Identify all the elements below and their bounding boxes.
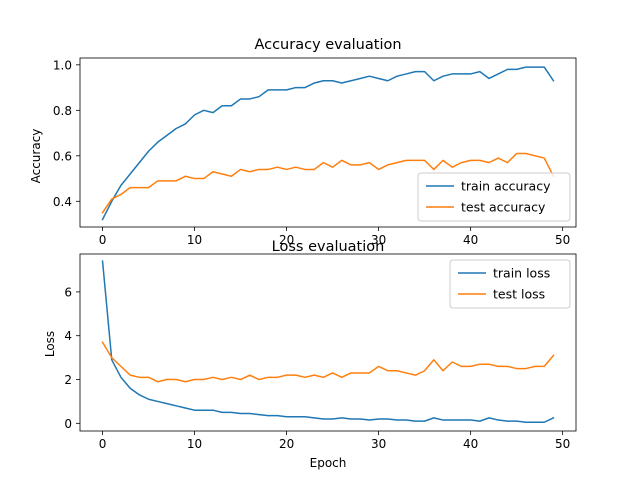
accuracy-xtick-label: 30 [371, 233, 386, 247]
loss-xtick-label: 50 [555, 437, 570, 451]
accuracy-ytick-label: 0.8 [53, 104, 72, 118]
accuracy-ytick-label: 0.6 [53, 149, 72, 163]
series-line-test-loss [101, 341, 555, 383]
loss-xtick-label: 10 [187, 437, 202, 451]
series-line-test-accuracy [101, 152, 555, 214]
loss-xlabel: Epoch [310, 456, 347, 470]
series-line-train-accuracy [101, 66, 555, 221]
accuracy-title: Accuracy evaluation [254, 37, 401, 53]
accuracy-ylabel: Accuracy [29, 129, 43, 184]
accuracy-legend-box [417, 172, 571, 222]
loss-xtick-label: 30 [371, 437, 386, 451]
loss-ytick-label: 6 [64, 285, 72, 299]
accuracy-ytick-label: 0.4 [53, 195, 72, 209]
accuracy-ytick-label: 1.0 [53, 58, 72, 72]
loss-ylabel: Loss [43, 331, 57, 357]
loss-xtick-label: 20 [279, 437, 294, 451]
series-line-train-loss [101, 260, 555, 423]
loss-xtick-label: 0 [99, 437, 107, 451]
legend-label-train-loss: train loss [493, 266, 550, 281]
accuracy-axes-frame [79, 57, 577, 228]
legend-label-train-accuracy: train accuracy [461, 179, 551, 194]
accuracy-series-layer [101, 66, 555, 221]
loss-ytick-label: 4 [64, 329, 72, 343]
loss-axes-frame [79, 253, 577, 432]
loss-plot: Loss evaluation Loss Epoch 0 10 20 30 40 50 0 2… [43, 239, 577, 470]
accuracy-xtick-label: 20 [279, 233, 294, 247]
accuracy-xtick-label: 10 [187, 233, 202, 247]
loss-ytick-label: 2 [64, 373, 72, 387]
accuracy-xtick-label: 0 [99, 233, 107, 247]
loss-title: Loss evaluation [272, 239, 385, 255]
legend-label-test-loss: test loss [493, 287, 545, 302]
accuracy-plot: Accuracy evaluation Accuracy 0 10 20 30 40 50… [29, 37, 577, 247]
loss-xtick-label: 40 [463, 437, 478, 451]
legend-label-test-accuracy: test accuracy [461, 200, 546, 215]
accuracy-legend: train accuracy test accuracy [417, 172, 571, 222]
accuracy-xtick-label: 40 [463, 233, 478, 247]
loss-legend: train loss test loss [449, 259, 571, 309]
loss-series-layer [101, 260, 555, 423]
loss-legend-box [449, 259, 571, 309]
loss-ytick-label: 0 [64, 417, 72, 431]
accuracy-tick-layer: 0 10 20 30 40 50 0.4 0.6 0.8 1.0 [53, 58, 570, 247]
accuracy-xtick-label: 50 [555, 233, 570, 247]
loss-tick-layer: 0 10 20 30 40 50 0 2 4 6 [64, 285, 570, 451]
